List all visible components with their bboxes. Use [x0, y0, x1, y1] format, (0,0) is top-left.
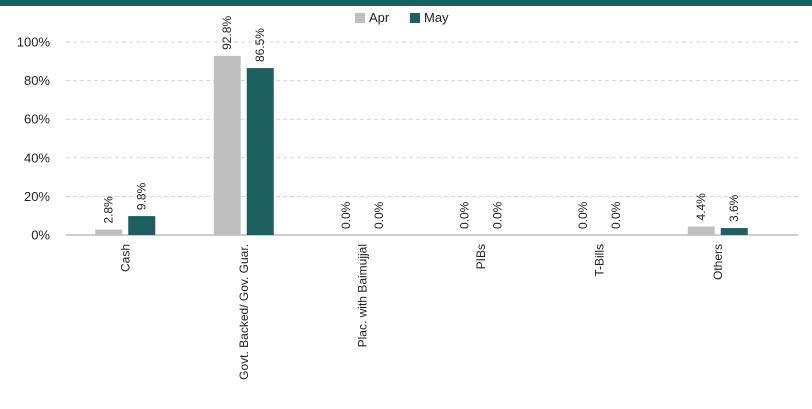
bar-apr-5 — [687, 226, 715, 235]
legend-swatch-apr — [355, 13, 365, 23]
category-label: Govt. Backed/ Gov. Guar. — [237, 244, 251, 380]
bar-may-5 — [720, 228, 748, 235]
category-label: Others — [711, 244, 725, 280]
bar-apr-1 — [213, 55, 241, 236]
data-label-apr-3: 0.0% — [457, 201, 471, 229]
header-bar — [0, 0, 812, 6]
data-label-may-2: 0.0% — [372, 201, 386, 229]
data-labels: 2.8% 9.8% 92.8% 86.5% 0.0% 0.0% 0.0% 0.0% 0.0% 0.… — [102, 16, 742, 229]
legend-label-may: May — [424, 10, 449, 25]
y-tick-label: 0% — [31, 228, 50, 243]
category-labels: Cash Govt. Backed/ Gov. Guar. Plac. with B… — [118, 244, 725, 380]
y-axis: 0% 20% 40% 60% 80% 100% — [17, 35, 798, 243]
bars — [95, 55, 748, 236]
data-label-apr-2: 0.0% — [339, 201, 353, 229]
y-tick-label: 20% — [24, 189, 50, 204]
legend-swatch-may — [410, 13, 420, 23]
gridlines — [66, 41, 798, 197]
data-label-apr-1: 92.8% — [220, 16, 234, 50]
data-label-apr-5: 4.4% — [694, 193, 708, 221]
bar-may-1 — [246, 68, 274, 236]
data-label-may-4: 0.0% — [609, 201, 623, 229]
data-label-may-3: 0.0% — [490, 201, 504, 229]
y-tick-label: 100% — [17, 35, 51, 50]
data-label-apr-4: 0.0% — [576, 201, 590, 229]
header-bar-stripe — [0, 0, 812, 6]
bar-apr-0 — [95, 229, 123, 235]
data-label-may-0: 9.8% — [135, 182, 149, 210]
legend-label-apr: Apr — [369, 10, 390, 25]
bar-may-0 — [128, 216, 156, 235]
data-label-apr-0: 2.8% — [102, 196, 116, 224]
legend: Apr May — [355, 10, 449, 25]
category-label: T-Bills — [592, 244, 606, 277]
y-tick-label: 80% — [24, 73, 50, 88]
category-label: Cash — [118, 244, 132, 272]
y-tick-label: 40% — [24, 150, 50, 165]
data-label-may-5: 3.6% — [727, 194, 741, 222]
data-label-may-1: 86.5% — [253, 28, 267, 62]
category-label: Plac. with Baimujjal — [355, 244, 369, 347]
category-label: PIBs — [474, 244, 488, 269]
y-tick-label: 60% — [24, 112, 50, 127]
